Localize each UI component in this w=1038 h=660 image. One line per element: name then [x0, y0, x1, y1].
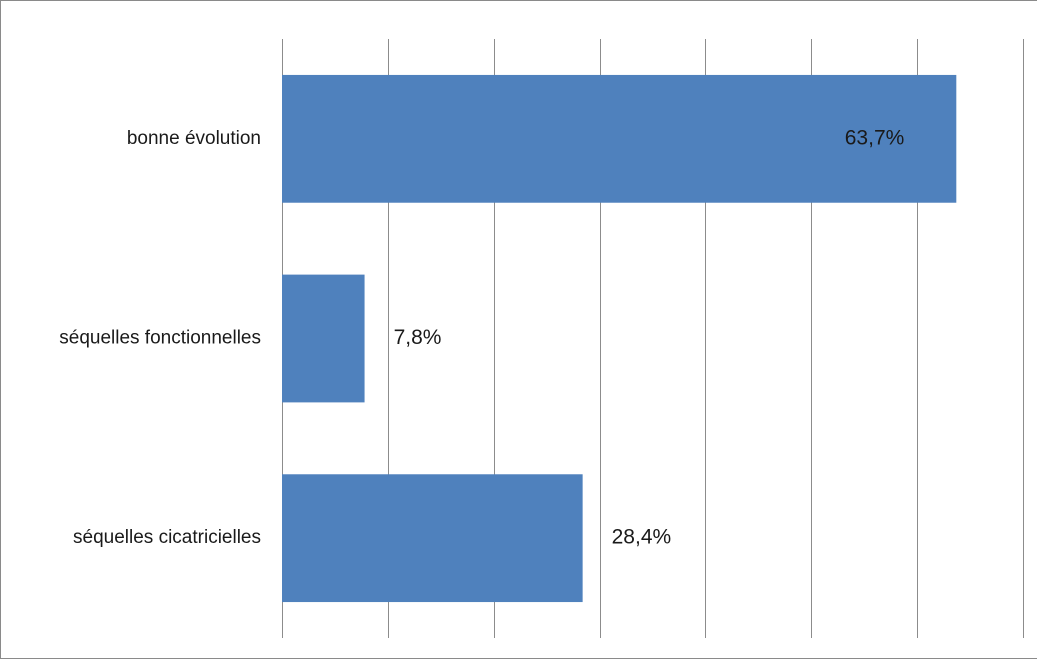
value-label: 7,8% — [394, 326, 442, 349]
value-label: 28,4% — [612, 526, 672, 549]
bar — [282, 274, 365, 403]
category-label: séquelles fonctionnelles — [59, 328, 261, 349]
bars — [282, 74, 957, 603]
bar — [282, 474, 583, 603]
bar — [282, 74, 957, 203]
category-label: bonne évolution — [127, 128, 261, 149]
value-label: 63,7% — [845, 126, 905, 149]
category-label: séquelles cicatricielles — [73, 527, 261, 548]
labels: bonne évolution 63,7% séquelles fonctionne… — [59, 126, 904, 548]
